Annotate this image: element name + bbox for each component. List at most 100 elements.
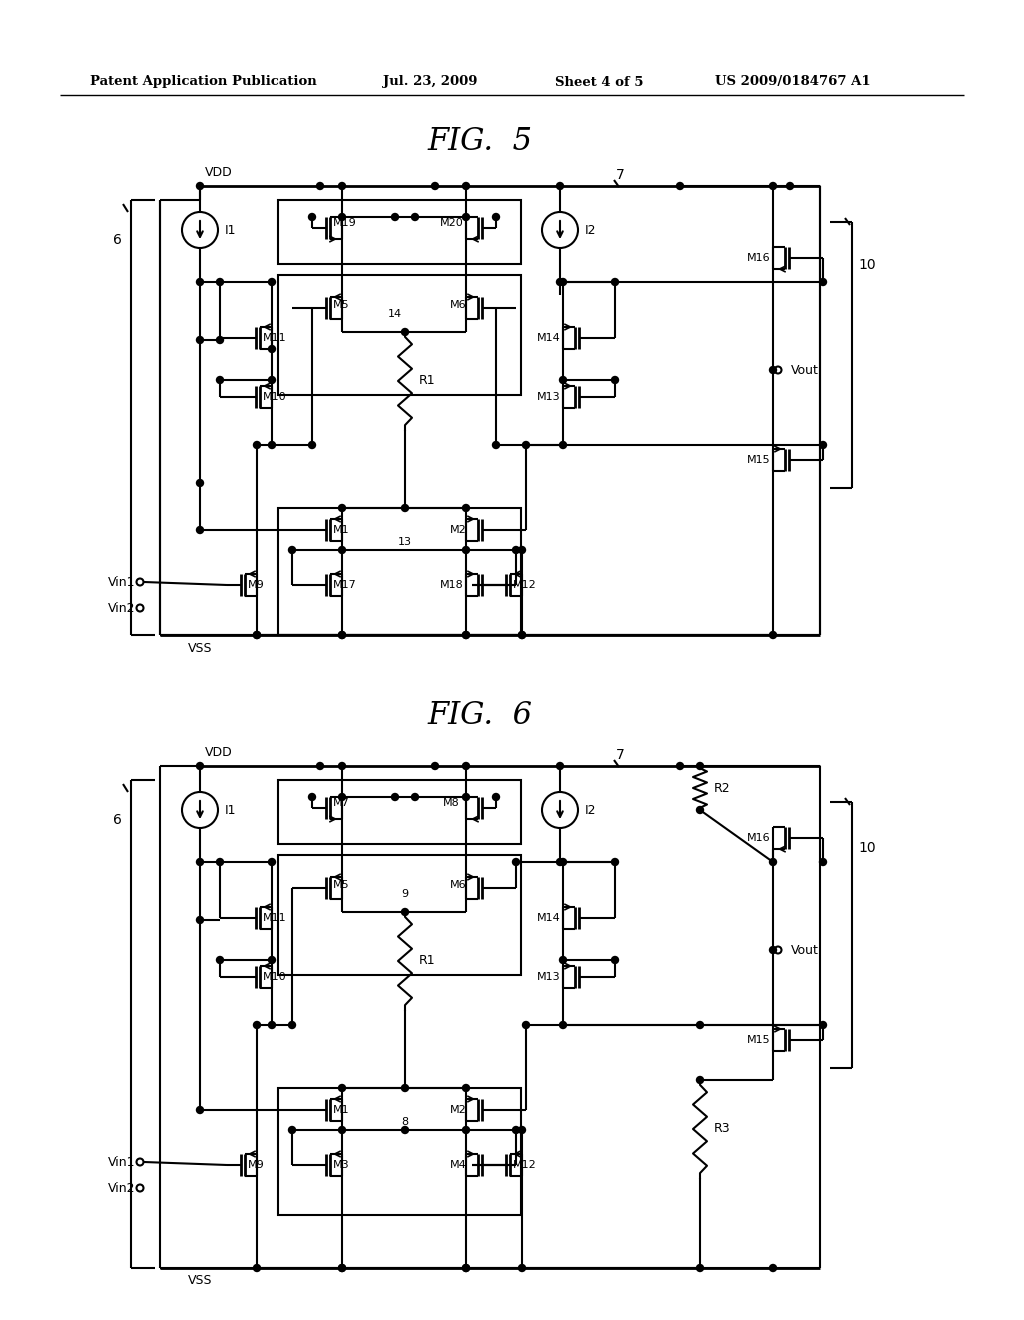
Text: M11: M11	[263, 913, 287, 923]
Circle shape	[197, 916, 204, 924]
Circle shape	[677, 182, 683, 190]
Text: M16: M16	[746, 833, 771, 843]
Circle shape	[197, 279, 204, 285]
Circle shape	[559, 441, 566, 449]
Circle shape	[197, 763, 204, 770]
Text: M14: M14	[537, 913, 561, 923]
Text: 6: 6	[113, 813, 122, 828]
Circle shape	[268, 279, 275, 285]
Text: R1: R1	[419, 954, 435, 968]
Circle shape	[463, 1265, 469, 1271]
Text: Vin1: Vin1	[108, 1155, 135, 1168]
Circle shape	[339, 214, 345, 220]
Circle shape	[493, 793, 500, 800]
Circle shape	[412, 793, 419, 800]
Circle shape	[401, 908, 409, 916]
Text: FIG.  5: FIG. 5	[427, 127, 532, 157]
Circle shape	[216, 858, 223, 866]
Circle shape	[268, 376, 275, 384]
Text: M1: M1	[333, 525, 349, 535]
Text: Vin2: Vin2	[108, 1181, 135, 1195]
Circle shape	[339, 1126, 345, 1134]
Circle shape	[769, 946, 776, 953]
Text: M15: M15	[746, 455, 771, 465]
Circle shape	[197, 1106, 204, 1114]
Circle shape	[819, 858, 826, 866]
Circle shape	[559, 1022, 566, 1028]
Circle shape	[556, 763, 563, 770]
Circle shape	[197, 858, 204, 866]
Circle shape	[254, 631, 260, 639]
Circle shape	[254, 441, 260, 449]
Circle shape	[611, 957, 618, 964]
Circle shape	[611, 376, 618, 384]
Text: M13: M13	[537, 392, 560, 403]
Circle shape	[493, 441, 500, 449]
Text: VSS: VSS	[187, 1275, 212, 1287]
Circle shape	[316, 182, 324, 190]
Circle shape	[556, 182, 563, 190]
Circle shape	[339, 504, 345, 511]
Bar	[278, 508, 521, 635]
Circle shape	[559, 279, 566, 285]
Circle shape	[559, 957, 566, 964]
Circle shape	[431, 182, 438, 190]
Circle shape	[463, 1265, 469, 1271]
Bar	[278, 201, 521, 264]
Text: Jul. 23, 2009: Jul. 23, 2009	[383, 75, 477, 88]
Text: M11: M11	[263, 333, 287, 343]
Circle shape	[216, 957, 223, 964]
Circle shape	[819, 1022, 826, 1028]
Text: Vin2: Vin2	[108, 602, 135, 615]
Text: M2: M2	[450, 525, 467, 535]
Circle shape	[769, 631, 776, 639]
Circle shape	[268, 346, 275, 352]
Circle shape	[391, 214, 398, 220]
Text: VSS: VSS	[187, 642, 212, 655]
Circle shape	[556, 858, 563, 866]
Text: Vin1: Vin1	[108, 576, 135, 589]
Circle shape	[268, 858, 275, 866]
Circle shape	[463, 631, 469, 639]
Circle shape	[216, 279, 223, 285]
Circle shape	[518, 631, 525, 639]
Circle shape	[197, 479, 204, 487]
Bar	[278, 855, 521, 975]
Circle shape	[556, 279, 563, 285]
Bar	[278, 780, 521, 843]
Circle shape	[289, 546, 296, 553]
Text: I2: I2	[585, 223, 597, 236]
Circle shape	[254, 1265, 260, 1271]
Text: M9: M9	[248, 579, 265, 590]
Text: M16: M16	[746, 253, 771, 263]
Circle shape	[254, 1022, 260, 1028]
Circle shape	[268, 1022, 275, 1028]
Circle shape	[268, 441, 275, 449]
Circle shape	[769, 858, 776, 866]
Circle shape	[769, 1265, 776, 1271]
Text: M2: M2	[450, 1105, 467, 1115]
Circle shape	[431, 763, 438, 770]
Circle shape	[522, 1022, 529, 1028]
Circle shape	[696, 1022, 703, 1028]
Circle shape	[339, 763, 345, 770]
Text: M3: M3	[333, 1160, 349, 1170]
Text: I1: I1	[225, 223, 237, 236]
Circle shape	[769, 182, 776, 190]
Text: R3: R3	[714, 1122, 731, 1135]
Text: Sheet 4 of 5: Sheet 4 of 5	[555, 75, 643, 88]
Circle shape	[463, 214, 469, 220]
Text: 6: 6	[113, 234, 122, 247]
Text: M17: M17	[333, 579, 356, 590]
Text: M14: M14	[537, 333, 561, 343]
Text: M20: M20	[440, 218, 464, 228]
Text: M9: M9	[248, 1160, 265, 1170]
Text: Vout: Vout	[791, 944, 819, 957]
Circle shape	[786, 182, 794, 190]
Circle shape	[696, 807, 703, 813]
Circle shape	[339, 1085, 345, 1092]
Text: VDD: VDD	[205, 747, 232, 759]
Circle shape	[401, 1126, 409, 1134]
Text: M7: M7	[333, 799, 350, 808]
Circle shape	[339, 793, 345, 800]
